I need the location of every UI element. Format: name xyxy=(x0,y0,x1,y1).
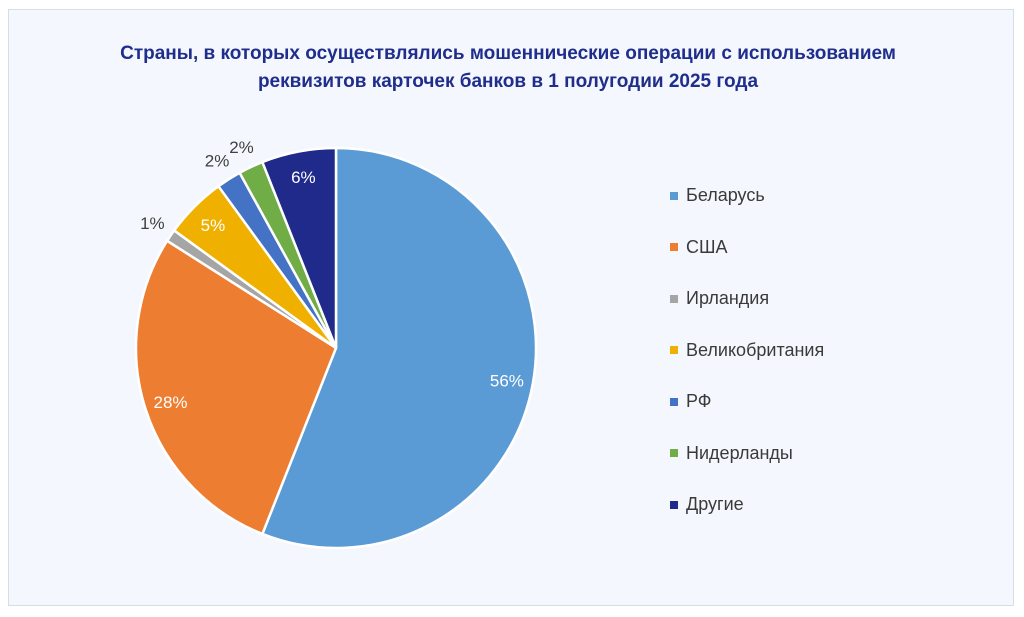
legend-label: Беларусь xyxy=(686,185,765,206)
legend-swatch xyxy=(670,243,678,252)
chart-title: Страны, в которых осуществлялись мошенни… xyxy=(0,40,1016,96)
pie-slice-1 xyxy=(134,239,338,536)
legend-label: РФ xyxy=(686,391,712,412)
legend-label: Другие xyxy=(686,494,744,515)
legend-swatch xyxy=(670,449,678,458)
legend: Беларусь США Ирландия Великобритания РФ Нидер… xyxy=(670,170,824,531)
data-label-5: 2% xyxy=(229,138,254,157)
data-label-1: 28% xyxy=(154,393,188,412)
legend-item-3: Великобритания xyxy=(670,325,824,377)
pie-slice-6 xyxy=(260,146,338,349)
legend-item-1: США xyxy=(670,222,824,274)
legend-label: Ирландия xyxy=(686,288,770,309)
legend-swatch xyxy=(670,191,678,200)
data-label-6: 6% xyxy=(291,168,316,187)
legend-item-6: Другие xyxy=(670,479,824,531)
legend-swatch xyxy=(670,500,678,509)
chart-title-line-1: Страны, в которых осуществлялись мошенни… xyxy=(120,43,896,64)
data-label-2: 1% xyxy=(140,214,165,233)
legend-swatch xyxy=(670,397,678,406)
data-label-4: 2% xyxy=(205,152,230,171)
legend-item-4: РФ xyxy=(670,376,824,428)
data-label-0: 56% xyxy=(490,372,524,391)
data-label-3: 5% xyxy=(201,216,226,235)
legend-item-2: Ирландия xyxy=(670,273,824,325)
legend-item-5: Нидерланды xyxy=(670,428,824,480)
chart-title-line-2: реквизитов карточек банков в 1 полугодии… xyxy=(257,71,759,92)
legend-swatch xyxy=(670,346,678,355)
legend-item-0: Беларусь xyxy=(670,170,824,222)
legend-label: Нидерланды xyxy=(686,442,793,463)
legend-swatch xyxy=(670,294,678,303)
pie-slice-0 xyxy=(260,146,538,550)
legend-label: Великобритания xyxy=(686,339,825,360)
legend-label: США xyxy=(686,236,728,257)
